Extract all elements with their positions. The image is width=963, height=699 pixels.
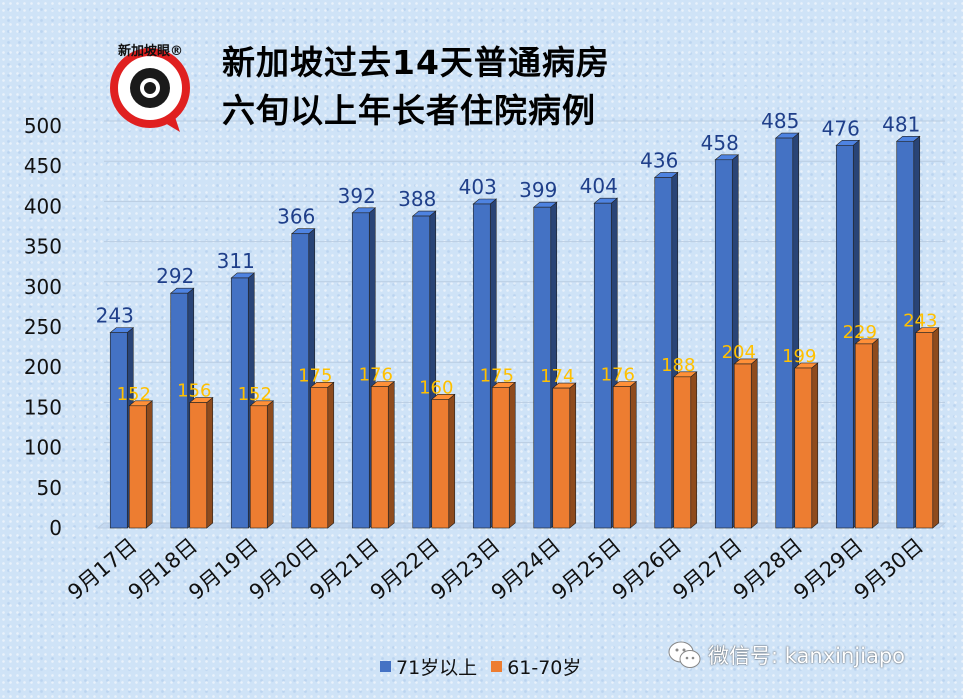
data-label-series-1: 404	[580, 174, 618, 198]
data-label-series-1: 476	[822, 116, 860, 140]
y-tick-label: 350	[24, 235, 62, 259]
bar-series-2	[128, 400, 154, 529]
data-label-series-1: 436	[640, 148, 678, 172]
data-label-series-2: 152	[238, 384, 272, 405]
data-label-series-1: 292	[156, 264, 194, 288]
x-tick-label: 9月30日	[850, 533, 928, 604]
data-label-series-2: 176	[359, 364, 393, 385]
data-label-series-2: 243	[903, 311, 937, 332]
data-label-series-2: 204	[722, 342, 756, 363]
data-label-series-1: 311	[217, 249, 255, 273]
bar-series-2	[249, 400, 275, 529]
logo-text: 新加坡眼®	[118, 44, 184, 59]
data-label-series-1: 243	[96, 304, 134, 328]
data-label-series-1: 388	[398, 187, 436, 211]
y-tick-label: 250	[24, 315, 62, 339]
wechat-icon	[668, 641, 701, 668]
bar-series-2	[491, 381, 517, 529]
y-tick-label: 150	[24, 395, 62, 419]
data-label-series-2: 175	[298, 365, 332, 386]
legend-swatch-orange	[491, 661, 503, 672]
data-label-series-2: 160	[419, 377, 453, 398]
data-label-series-2: 152	[117, 384, 151, 405]
bar-series-2	[793, 362, 819, 529]
watermark-text: 微信号: kanxinjiapo	[708, 644, 906, 668]
legend-item-series-2: 61-70岁	[491, 653, 581, 680]
bar-series-2	[914, 326, 940, 529]
data-label-series-2: 229	[843, 322, 877, 343]
bar-series-2	[188, 396, 214, 529]
data-label-series-1: 458	[701, 131, 739, 155]
data-label-series-1: 392	[338, 184, 376, 208]
legend-item-series-1: 71岁以上	[380, 653, 477, 680]
bar-series-2	[733, 358, 759, 529]
data-label-series-1: 366	[277, 205, 315, 229]
y-tick-label: 500	[24, 114, 62, 138]
bar-series-2	[551, 382, 577, 529]
logo-icon	[110, 48, 190, 132]
bar-series-2	[370, 380, 396, 529]
data-label-series-1: 485	[761, 109, 799, 133]
y-axis: 0 50 100 150 200 250 300 350 400 450 500	[24, 114, 62, 540]
legend: 71岁以上 61-70岁	[380, 653, 595, 680]
bar-series-1	[472, 198, 498, 529]
x-axis: 9月17日9月18日9月19日9月20日9月21日9月22日9月23日9月24日…	[63, 533, 928, 604]
data-label-series-2: 156	[177, 381, 211, 402]
bar-series-2	[309, 381, 335, 529]
y-tick-label: 100	[24, 436, 62, 460]
y-tick-label: 450	[24, 154, 62, 178]
data-label-series-2: 174	[540, 366, 574, 387]
chart-title-line-2: 六旬以上年长者住院病例	[222, 91, 596, 130]
data-labels: 243 152 292 156 311 152 366 175 392 176 388 160 403 1…	[96, 109, 938, 405]
y-tick-label: 50	[37, 476, 62, 500]
legend-label-series-1: 71岁以上	[396, 657, 478, 679]
bar-series-2	[430, 393, 456, 529]
data-label-series-2: 175	[480, 365, 514, 386]
bar-series-1	[532, 201, 558, 529]
data-label-series-1: 399	[519, 178, 557, 202]
y-tick-label: 300	[24, 275, 62, 299]
legend-label-series-2: 61-70岁	[507, 657, 582, 679]
bar-series-1	[411, 210, 437, 529]
data-label-series-1: 481	[882, 112, 920, 136]
bar-series-2	[672, 371, 698, 529]
bar-series-2	[854, 338, 880, 529]
data-label-series-1: 403	[459, 175, 497, 199]
bar-series-1	[230, 272, 256, 529]
y-tick-label: 400	[24, 194, 62, 218]
y-tick-label: 0	[49, 516, 62, 540]
legend-swatch-blue	[380, 661, 391, 672]
chart-title-line-1: 新加坡过去14天普通病房	[222, 43, 610, 82]
watermark: 微信号: kanxinjiapo	[668, 640, 905, 670]
data-label-series-2: 176	[601, 364, 635, 385]
data-label-series-2: 199	[782, 346, 816, 367]
y-tick-label: 200	[24, 355, 62, 379]
data-label-series-2: 188	[661, 355, 695, 376]
bars	[109, 132, 940, 529]
chart-floor	[96, 522, 947, 529]
bar-series-2	[612, 380, 638, 529]
